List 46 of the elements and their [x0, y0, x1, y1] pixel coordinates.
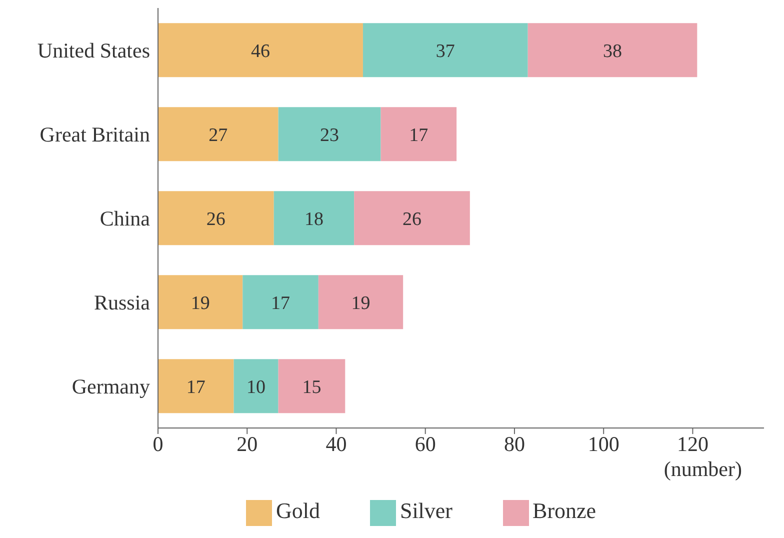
x-tick-label: 40 — [326, 432, 347, 456]
x-tick-label: 100 — [588, 432, 620, 456]
bar — [528, 23, 698, 78]
data-label: 46 — [250, 40, 270, 62]
bar — [158, 23, 363, 78]
bar — [158, 107, 278, 162]
data-label: 15 — [302, 376, 322, 398]
x-tick-label: 20 — [236, 432, 258, 456]
bar — [274, 191, 354, 246]
x-axis-title: (number) — [664, 457, 742, 482]
bar — [318, 275, 404, 330]
data-label: 17 — [271, 292, 290, 314]
bar — [278, 107, 381, 162]
x-tick-label: 120 — [676, 432, 708, 456]
data-label: 26 — [402, 208, 422, 230]
data-label: 27 — [208, 124, 228, 146]
y-tick-label: Great Britain — [40, 122, 150, 146]
data-label: 18 — [304, 208, 324, 230]
data-label: 10 — [246, 376, 266, 398]
x-tick-label: 60 — [414, 432, 436, 456]
bar — [234, 359, 278, 414]
bar — [362, 23, 528, 78]
data-label: 19 — [351, 292, 370, 314]
data-label: 19 — [190, 292, 210, 314]
y-tick-label: United States — [37, 38, 150, 62]
x-tick-label: 80 — [504, 432, 525, 456]
y-tick-label: China — [100, 206, 151, 230]
bar — [354, 191, 470, 246]
x-tick-label: 0 — [152, 432, 164, 456]
data-label: 38 — [603, 40, 622, 62]
data-label: 17 — [409, 124, 428, 146]
y-tick-label: Russia — [94, 290, 151, 314]
data-label: 23 — [320, 124, 340, 146]
bar — [380, 107, 457, 162]
bar — [158, 275, 243, 330]
legend-label: Bronze — [532, 498, 596, 524]
data-label: 17 — [186, 376, 206, 398]
legend-label: Silver — [400, 498, 453, 524]
bar — [278, 359, 346, 414]
bar — [158, 191, 274, 246]
data-label: 26 — [206, 208, 226, 230]
bar — [242, 275, 318, 330]
bar — [158, 359, 234, 414]
data-label: 37 — [436, 40, 455, 62]
legend-label: Gold — [276, 498, 320, 524]
y-tick-label: Germany — [72, 374, 150, 398]
